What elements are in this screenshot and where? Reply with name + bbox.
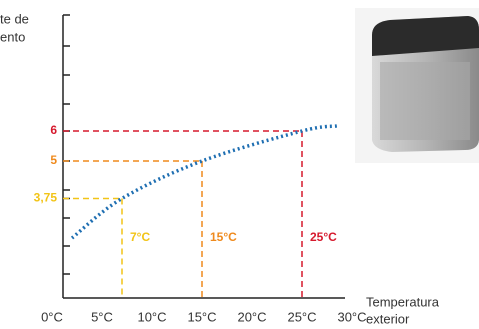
x-tick-label: 15°C xyxy=(187,309,216,324)
y-tick-label: 6 xyxy=(50,123,57,137)
x-tick-label: 25°C xyxy=(287,309,316,324)
y-axis-label: ento xyxy=(0,29,25,44)
x-tick-label: 5°C xyxy=(91,309,113,324)
x-tick-label: 20°C xyxy=(237,309,266,324)
x-axis-label: exterior xyxy=(366,311,410,326)
axes xyxy=(62,14,345,299)
reference-label: 25°C xyxy=(310,230,337,244)
x-tick-label: 10°C xyxy=(137,309,166,324)
reference-label: 7°C xyxy=(130,230,150,244)
curve xyxy=(70,124,338,240)
x-tick-label: 0°C xyxy=(41,309,63,324)
y-axis-label: te de xyxy=(0,11,29,26)
product-photo xyxy=(355,8,479,163)
x-axis-label: Temperatura xyxy=(366,294,440,309)
y-tick-label: 3,75 xyxy=(34,191,58,205)
x-tick-label: 30°C xyxy=(337,309,366,324)
y-tick-label: 5 xyxy=(50,153,57,167)
reference-label: 15°C xyxy=(210,230,237,244)
